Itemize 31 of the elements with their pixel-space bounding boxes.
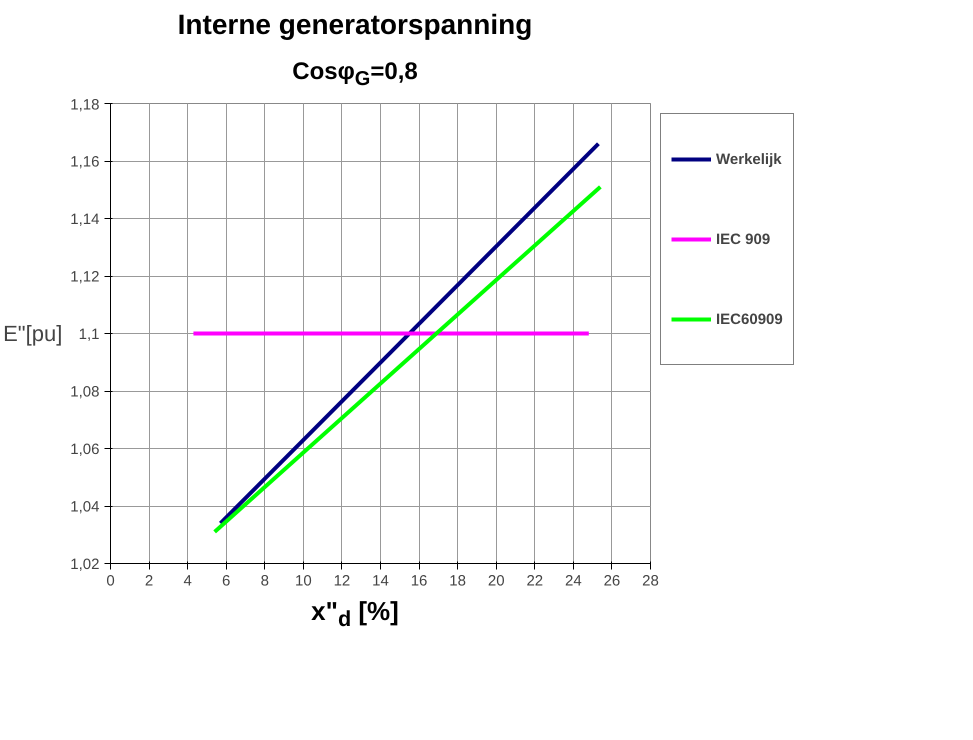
x-tick-label: 8 bbox=[260, 572, 269, 590]
x-tick-label: 16 bbox=[410, 572, 428, 590]
x-tick-label: 18 bbox=[449, 572, 466, 590]
x-tick-label: 0 bbox=[106, 572, 115, 590]
legend-label: IEC 909 bbox=[716, 230, 770, 250]
x-tick-label: 14 bbox=[372, 572, 389, 590]
x-tick-label: 2 bbox=[144, 572, 154, 590]
x-tick-label: 6 bbox=[222, 572, 230, 590]
y-tick-label: 1,08 bbox=[70, 384, 100, 401]
x-tick-label: 24 bbox=[565, 572, 582, 590]
x-axis-title: x"$_{d}$ [%] bbox=[311, 595, 399, 634]
y-tick-label: 1,1 bbox=[78, 326, 100, 344]
x-tick-label: 20 bbox=[488, 572, 505, 590]
y-tick-label: 1,06 bbox=[70, 441, 100, 458]
y-tick-label: 1,12 bbox=[70, 268, 100, 286]
y-tick-label: 1,04 bbox=[70, 498, 100, 516]
legend-label: Werkelijk bbox=[716, 150, 782, 170]
x-tick-label: 10 bbox=[295, 572, 312, 590]
y-tick-label: 1,02 bbox=[70, 556, 100, 574]
y-axis-title: E"[pu] bbox=[3, 321, 62, 346]
x-tick-label: 12 bbox=[334, 572, 350, 590]
y-tick-label: 1,18 bbox=[70, 96, 100, 114]
legend-label: IEC60909 bbox=[716, 310, 783, 330]
y-tick-label: 1,16 bbox=[70, 154, 100, 171]
x-tick-label: 4 bbox=[183, 572, 192, 590]
x-tick-label: 28 bbox=[642, 572, 659, 590]
x-tick-label: 22 bbox=[526, 572, 544, 590]
x-tick-label: 26 bbox=[604, 572, 620, 590]
chart-subtitle: Cosφ$_{G}$=0,8 bbox=[292, 57, 418, 92]
y-tick-label: 1,14 bbox=[70, 211, 100, 228]
chart-title: Interne generatorspanning bbox=[178, 8, 532, 42]
